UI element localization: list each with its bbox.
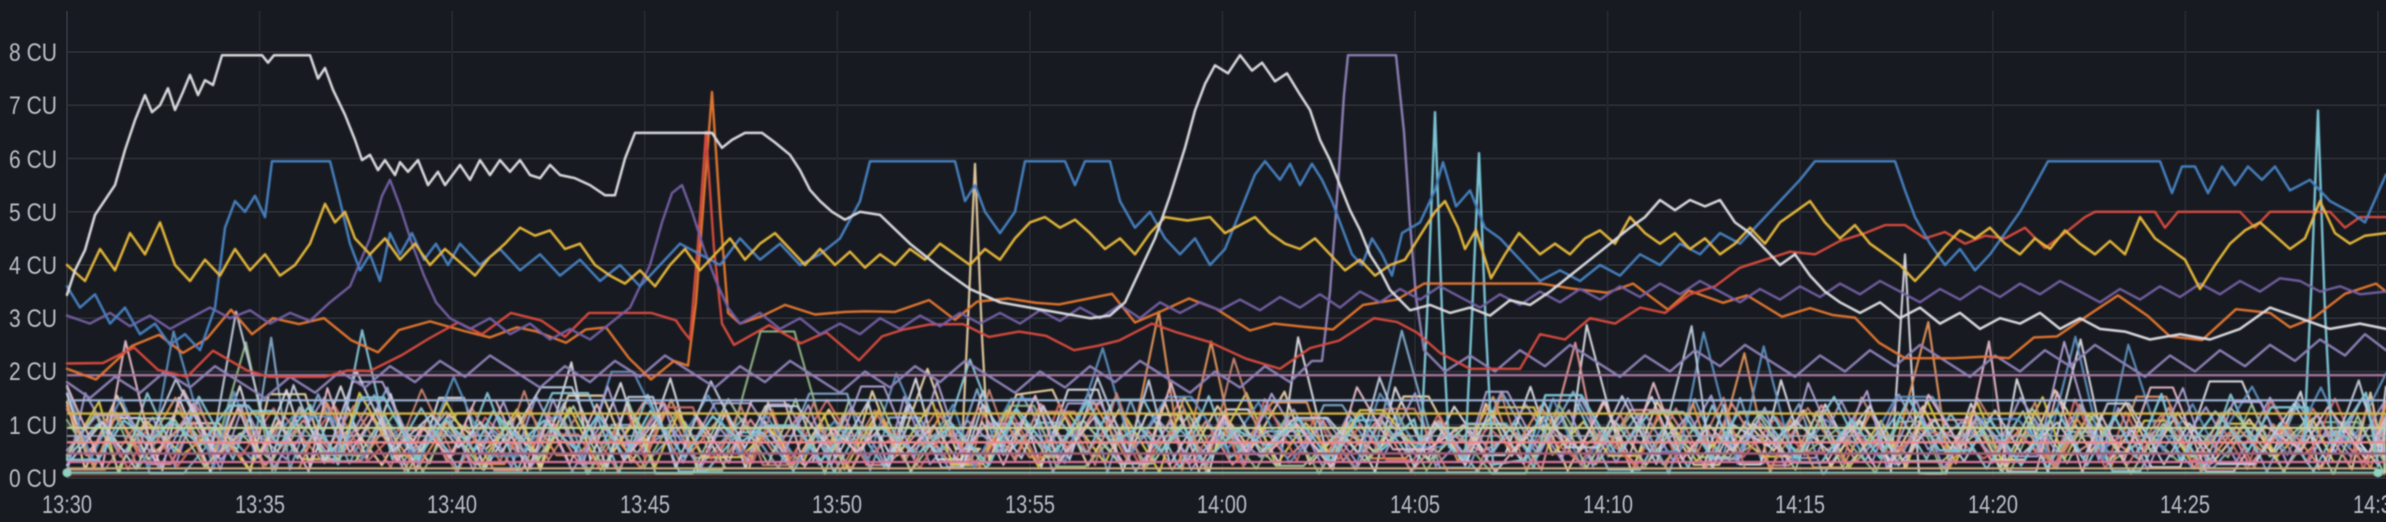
svg-text:2 CU: 2 CU: [9, 358, 57, 386]
svg-text:14:00: 14:00: [1197, 491, 1247, 519]
svg-text:13:45: 13:45: [620, 491, 670, 519]
svg-text:14:05: 14:05: [1390, 491, 1440, 519]
svg-text:13:55: 13:55: [1005, 491, 1055, 519]
svg-text:4 CU: 4 CU: [9, 252, 57, 280]
svg-text:14:15: 14:15: [1775, 491, 1825, 519]
svg-text:14:10: 14:10: [1583, 491, 1633, 519]
svg-text:13:40: 13:40: [427, 491, 477, 519]
svg-text:13:35: 13:35: [235, 491, 285, 519]
svg-text:6 CU: 6 CU: [9, 146, 57, 174]
svg-text:3 CU: 3 CU: [9, 305, 57, 333]
svg-text:13:30: 13:30: [42, 491, 92, 519]
svg-text:14:25: 14:25: [2160, 491, 2210, 519]
svg-text:8 CU: 8 CU: [9, 39, 57, 67]
svg-text:0 CU: 0 CU: [9, 465, 57, 493]
svg-text:13:50: 13:50: [812, 491, 862, 519]
svg-text:14:30: 14:30: [2353, 491, 2386, 519]
svg-text:1 CU: 1 CU: [9, 412, 57, 440]
svg-text:7 CU: 7 CU: [9, 92, 57, 120]
svg-text:14:20: 14:20: [1968, 491, 2018, 519]
svg-text:5 CU: 5 CU: [9, 199, 57, 227]
